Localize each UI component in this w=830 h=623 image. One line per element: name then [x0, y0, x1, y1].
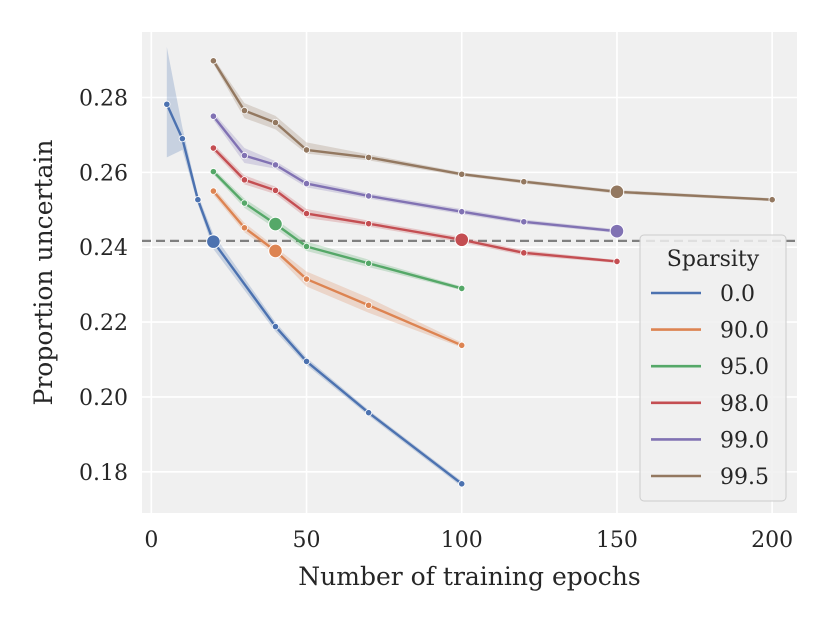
- y-tick-label: 0.26: [79, 161, 128, 186]
- point-sparsity-99-5: [768, 196, 776, 204]
- x-tick-label: 50: [293, 528, 321, 553]
- highlight-point-sparsity-99-0: [609, 223, 625, 239]
- y-tick-label: 0.20: [79, 386, 128, 411]
- point-sparsity-98-0: [271, 186, 280, 194]
- point-sparsity-99-0: [302, 179, 311, 188]
- y-tick-label: 0.18: [79, 461, 128, 486]
- point-sparsity-98-0: [240, 176, 249, 184]
- point-sparsity-99-5: [365, 153, 373, 161]
- point-sparsity-99-0: [240, 151, 249, 160]
- line-sparsity-99-0: [212, 115, 619, 233]
- x-tick-label: 200: [751, 528, 793, 553]
- point-sparsity-0-0: [178, 135, 186, 143]
- highlight-point-sparsity-0-0: [206, 234, 221, 249]
- point-sparsity-99-5: [271, 118, 280, 127]
- legend-items: 0.0 90.0 95.0 98.0 99.0 99.5: [651, 282, 769, 490]
- point-sparsity-99-0: [271, 161, 280, 169]
- legend-title: Sparsity: [667, 247, 760, 272]
- point-sparsity-90-0: [209, 187, 217, 195]
- point-sparsity-95-0: [240, 199, 249, 207]
- x-axis-label: Number of training epochs: [298, 562, 640, 591]
- legend: Sparsity 0.0 90.0 95.0 98.0 99.0 99.5: [639, 234, 787, 502]
- y-axis-label: Proportion uncertain: [29, 140, 58, 406]
- point-sparsity-99-0: [209, 112, 217, 120]
- point-sparsity-95-0: [209, 168, 217, 176]
- point-sparsity-99-0: [520, 218, 528, 226]
- line-sparsity-98-0: [212, 146, 619, 263]
- legend-label-sparsity-99-0: 99.0: [720, 428, 769, 453]
- highlight-point-sparsity-99-5: [609, 184, 625, 200]
- y-tick-label: 0.22: [79, 311, 128, 336]
- point-sparsity-90-0: [458, 341, 466, 349]
- highlight-point-sparsity-95-0: [268, 216, 283, 232]
- grid-lines: [142, 32, 797, 513]
- point-sparsity-0-0: [365, 409, 373, 417]
- point-sparsity-90-0: [365, 301, 373, 309]
- legend-label-sparsity-98-0: 98.0: [720, 392, 769, 417]
- series-markers: [163, 57, 776, 488]
- point-sparsity-0-0: [458, 480, 466, 488]
- point-sparsity-99-5: [209, 57, 217, 65]
- point-sparsity-98-0: [209, 144, 217, 152]
- y-tick-label: 0.24: [79, 236, 128, 261]
- point-sparsity-0-0: [271, 322, 280, 331]
- point-sparsity-95-0: [458, 284, 466, 293]
- point-sparsity-99-5: [240, 107, 249, 115]
- legend-label-sparsity-90-0: 90.0: [720, 319, 769, 344]
- point-sparsity-90-0: [302, 275, 311, 283]
- point-sparsity-99-5: [458, 170, 466, 178]
- point-sparsity-99-0: [365, 192, 373, 200]
- point-sparsity-98-0: [520, 249, 528, 257]
- band-sparsity-99-0: [213, 112, 617, 234]
- legend-label-sparsity-99-5: 99.5: [720, 465, 769, 490]
- line-sparsity-90-0: [212, 189, 463, 347]
- point-sparsity-99-0: [458, 208, 466, 216]
- line-sparsity-95-0: [212, 170, 463, 290]
- highlight-point-sparsity-98-0: [454, 232, 470, 248]
- x-tick-label: 0: [144, 528, 158, 553]
- point-sparsity-0-0: [194, 196, 202, 204]
- point-sparsity-99-5: [520, 178, 528, 186]
- line-sparsity-0-0: [165, 103, 463, 485]
- x-axis-ticks: 0 50 100 150 200: [144, 528, 793, 553]
- series-lines: [165, 59, 774, 485]
- x-tick-label: 150: [596, 528, 638, 553]
- point-sparsity-90-0: [240, 224, 249, 232]
- point-sparsity-98-0: [613, 257, 621, 266]
- y-tick-label: 0.28: [79, 87, 128, 112]
- point-sparsity-98-0: [365, 220, 373, 228]
- x-tick-label: 100: [441, 528, 483, 553]
- legend-box: [639, 234, 787, 502]
- point-sparsity-0-0: [163, 100, 171, 108]
- highlight-point-sparsity-90-0: [268, 243, 283, 259]
- point-sparsity-0-0: [302, 357, 311, 366]
- point-sparsity-95-0: [365, 259, 373, 267]
- point-sparsity-99-5: [302, 146, 311, 154]
- legend-label-sparsity-95-0: 95.0: [720, 355, 769, 380]
- y-axis-ticks: 0.18 0.20 0.22 0.24 0.26 0.28: [79, 87, 128, 486]
- point-sparsity-95-0: [302, 242, 311, 251]
- point-sparsity-98-0: [302, 209, 311, 218]
- band-sparsity-90-0: [213, 187, 462, 348]
- legend-label-sparsity-0-0: 0.0: [720, 282, 755, 307]
